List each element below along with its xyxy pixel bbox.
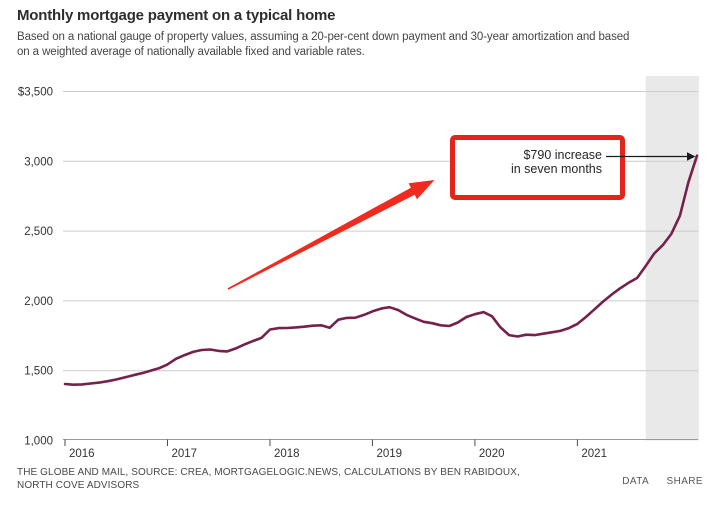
footer-buttons: DATA SHARE [609,471,703,489]
data-button[interactable]: DATA [622,476,650,487]
share-button[interactable]: SHARE [666,476,703,487]
x-tick-label: 2017 [171,448,197,460]
payment-line [63,154,699,387]
x-tick-label: 2018 [274,448,300,460]
highlight-band [645,76,699,441]
y-tick-label: $3,500 [18,87,53,99]
x-tick-label: 2020 [479,448,505,460]
chart-title: Monthly mortgage payment on a typical ho… [17,7,336,24]
chart-subtitle: Based on a national gauge of property va… [17,30,711,60]
y-tick-label: 2,500 [24,226,53,238]
annotation-text-line2: in seven months [510,162,602,176]
x-tick-label: 2016 [69,448,95,460]
annotation-highlight-box [450,135,625,200]
annotation-text-line1: $790 increase [523,148,602,162]
y-tick-label: 3,000 [24,156,53,168]
annotation-text: $790 increase in seven months [432,148,602,176]
x-tick-label: 2019 [376,448,402,460]
source-credit-line2: NORTH COVE ADVISORS [17,479,140,491]
source-credit-line1: THE GLOBE AND MAIL, SOURCE: CREA, MORTGA… [17,467,520,478]
y-tick-label: 1,000 [24,436,53,448]
source-credit: THE GLOBE AND MAIL, SOURCE: CREA, MORTGA… [17,467,602,492]
x-tick-label: 2021 [581,448,607,460]
red-trend-arrow [227,180,435,290]
chart-subtitle-line2: on a weighted average of nationally avai… [17,46,365,58]
chart-subtitle-line1: Based on a national gauge of property va… [17,31,630,43]
y-tick-label: 1,500 [24,366,53,378]
y-tick-label: 2,000 [24,296,53,308]
